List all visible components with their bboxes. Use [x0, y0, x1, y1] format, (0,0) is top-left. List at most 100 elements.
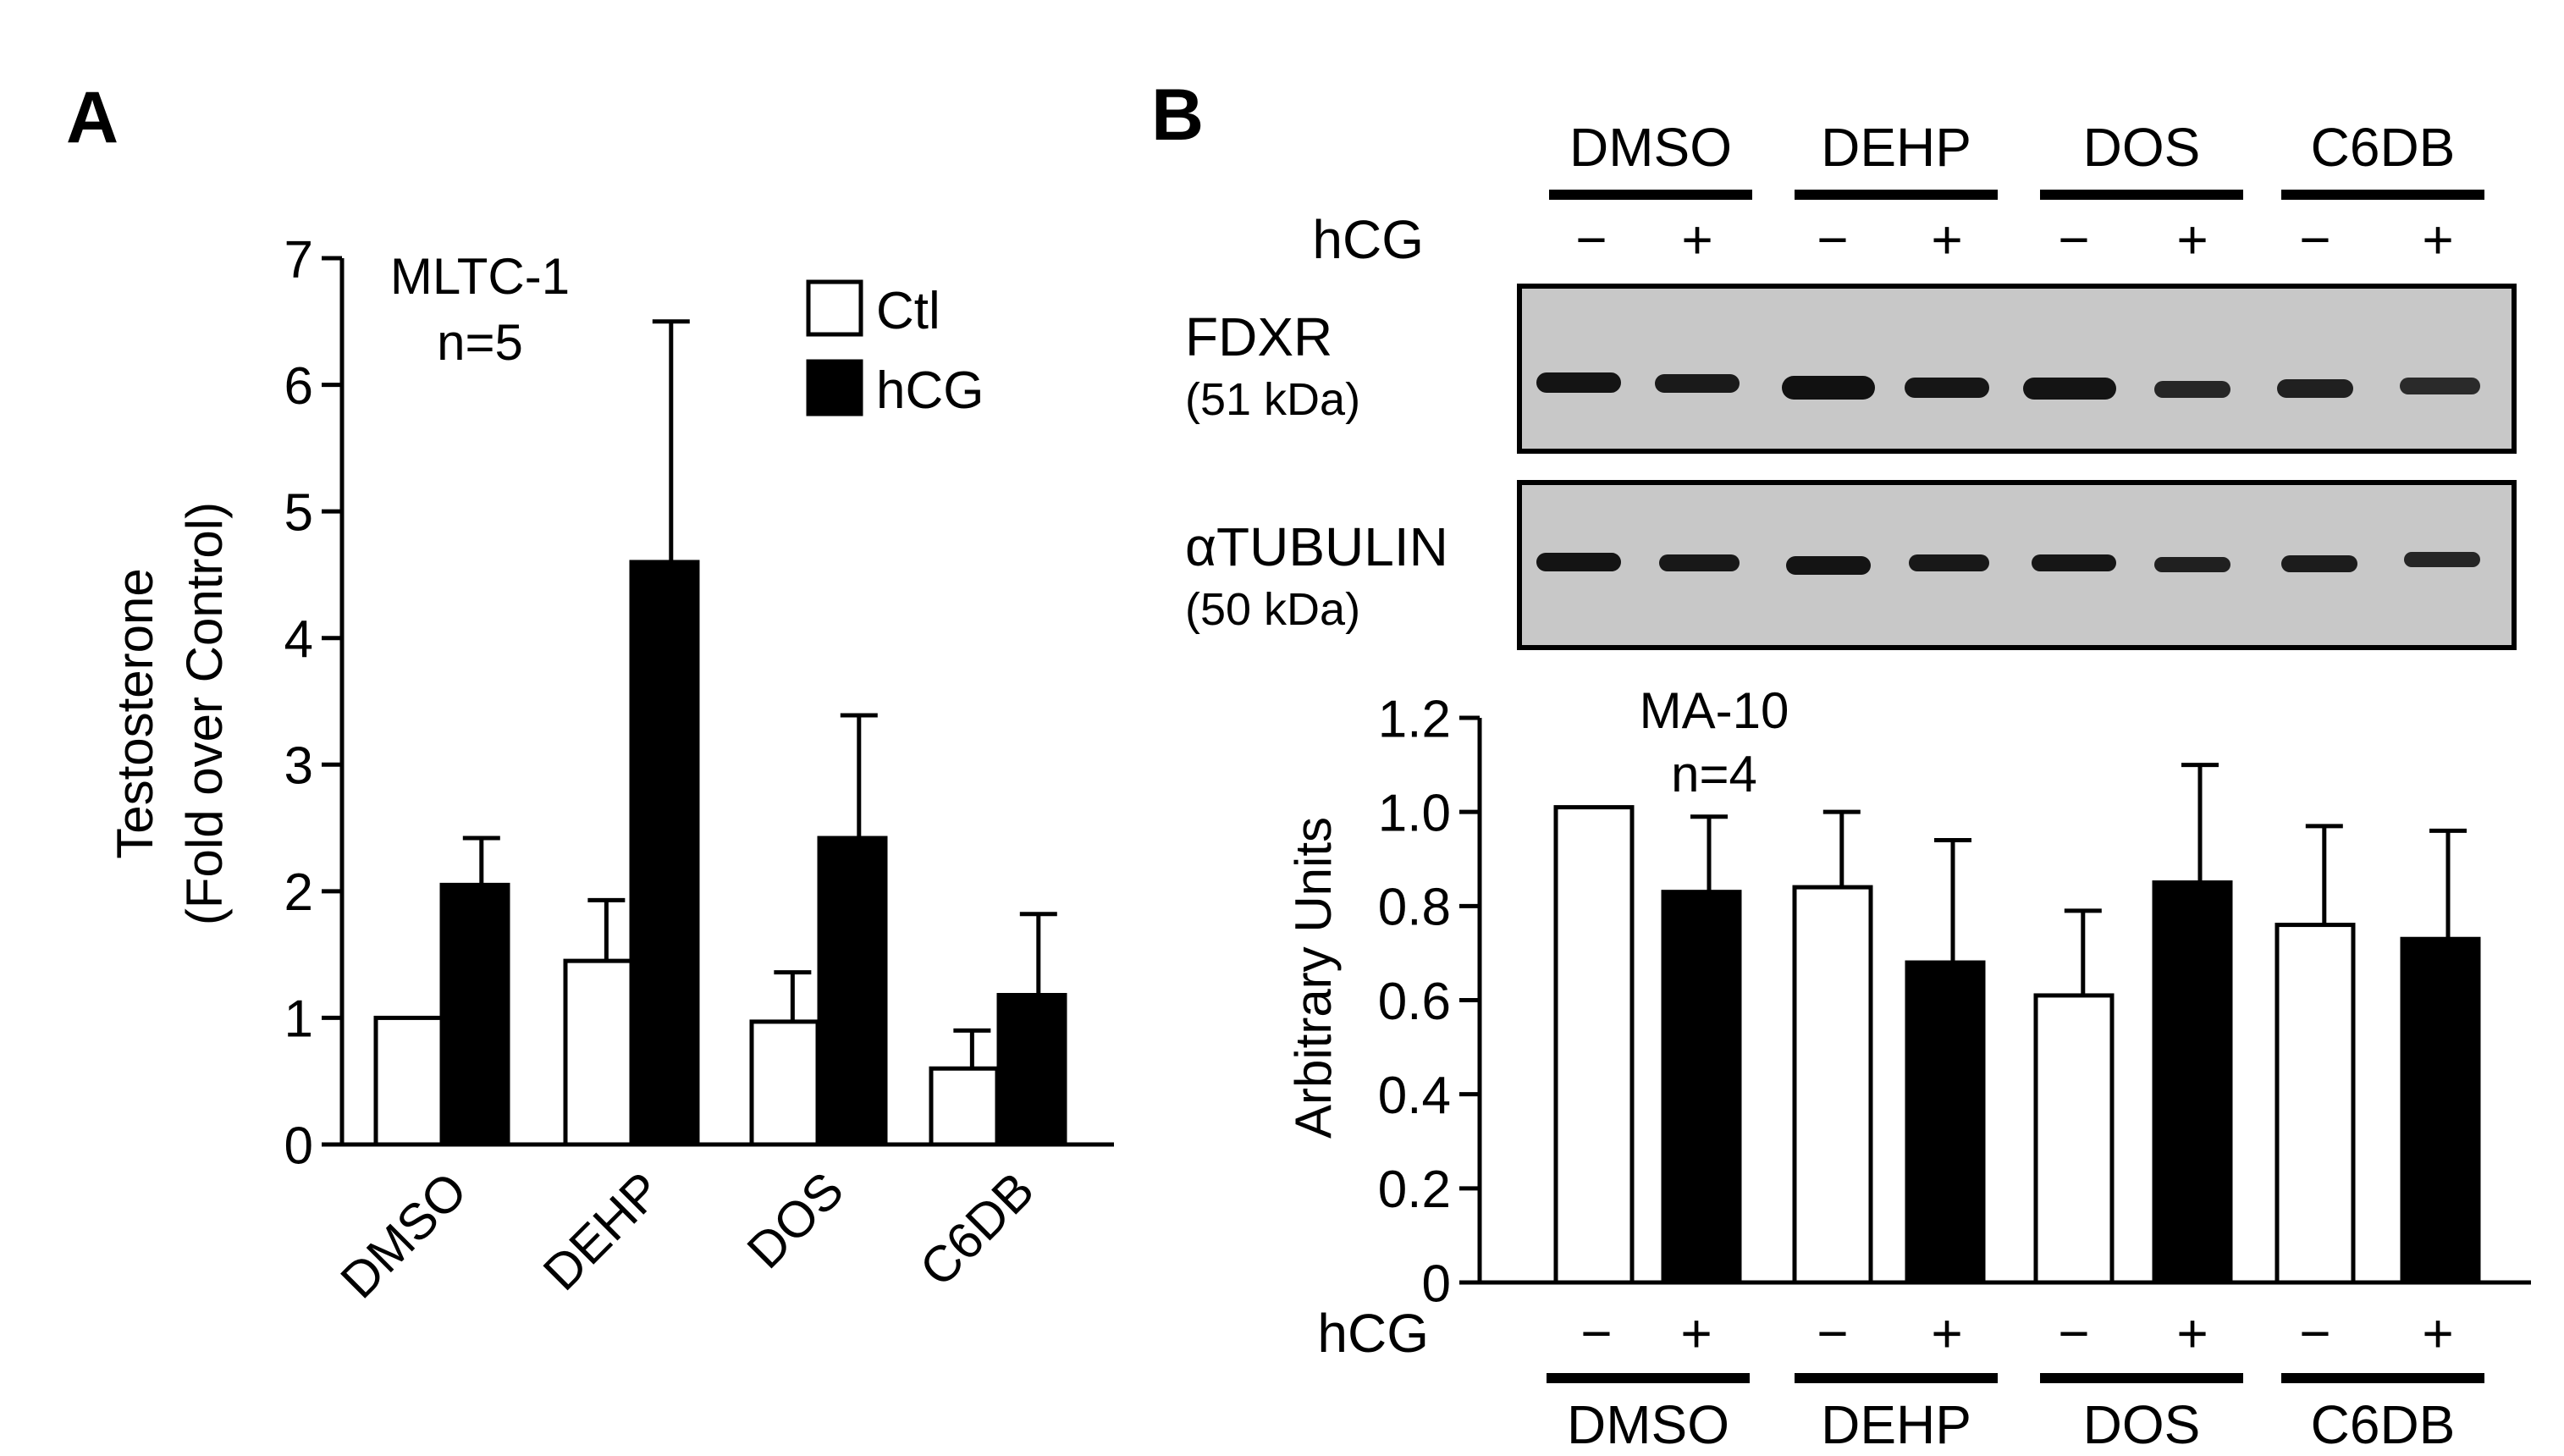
- y-tick-label: 0: [284, 1117, 313, 1175]
- blot-group-label: DEHP: [1821, 117, 1971, 178]
- bar-ctl: [2033, 993, 2115, 1285]
- bar-ctl: [929, 1066, 1000, 1147]
- y-tick-label: 3: [284, 737, 313, 796]
- blot-membrane-fdxr: [1517, 284, 2517, 454]
- bar-hcg: [2152, 880, 2233, 1285]
- chart-b: MA-10 n=4 Arbitrary Units hCG 0 0.2 0.4 0.6…: [1285, 682, 2531, 1455]
- chart-b-annotation: MA-10 n=4: [1640, 682, 1789, 802]
- blot-hcg-sign: +: [1931, 209, 1962, 270]
- y-tick-label: 0: [1422, 1255, 1451, 1313]
- cell-line-label: MA-10: [1640, 682, 1789, 739]
- legend-ctl-label: Ctl: [876, 282, 940, 340]
- tubulin-band: [2154, 557, 2230, 572]
- tubulin-band: [2404, 552, 2480, 567]
- x-category-label: DEHP: [1821, 1394, 1971, 1455]
- bar-hcg: [1661, 890, 1742, 1285]
- fdxr-band: [1536, 372, 1621, 393]
- bar-ctl: [1553, 805, 1635, 1285]
- tubulin-band: [1659, 554, 1740, 571]
- bar-hcg: [996, 993, 1067, 1147]
- blot-group-label: DMSO: [1569, 117, 1732, 178]
- y-tick-label: 2: [284, 863, 313, 922]
- x-hcg-sign: −: [1580, 1303, 1612, 1364]
- sample-size-label: n=4: [1671, 746, 1757, 802]
- x-category-label: DEHP: [532, 1161, 672, 1301]
- y-tick-label: 0.8: [1378, 879, 1451, 937]
- y-tick-label: 5: [284, 483, 313, 542]
- tubulin-band: [1536, 553, 1621, 571]
- y-tick-label: 7: [284, 230, 313, 289]
- fdxr-band: [2154, 381, 2230, 398]
- chart-a-legend: Ctl hCG: [806, 279, 984, 420]
- bar-ctl: [563, 958, 634, 1147]
- chart-a-annotation: MLTC-1 n=5: [390, 248, 570, 371]
- blot-hcg-sign: −: [2299, 209, 2330, 270]
- panel-a-label: A: [66, 77, 119, 158]
- blot-group-label: C6DB: [2311, 117, 2456, 178]
- fdxr-band: [2277, 379, 2353, 398]
- y-tick-label: 0.2: [1378, 1161, 1451, 1219]
- blot-row-size-fdxr: (51 kDa): [1185, 374, 1360, 425]
- x-category-label: C6DB: [909, 1161, 1045, 1298]
- y-tick-label: 1.0: [1378, 784, 1451, 842]
- blot-hcg-sign: +: [2176, 209, 2208, 270]
- y-tick-label: 1: [284, 990, 313, 1049]
- x-hcg-sign: −: [1817, 1303, 1848, 1364]
- tubulin-band: [1786, 556, 1871, 575]
- blot-bands-fdxr: [1536, 372, 2480, 400]
- bar-hcg: [629, 560, 700, 1147]
- x-category-label: DMSO: [330, 1161, 478, 1310]
- x-hcg-sign: −: [2058, 1303, 2089, 1364]
- bar-ctl: [1792, 885, 1873, 1285]
- panel-b-label: B: [1151, 74, 1204, 156]
- blot-hcg-sign: −: [1575, 209, 1607, 270]
- x-category-label: DMSO: [1567, 1394, 1729, 1455]
- blot-bands-tubulin: [1536, 552, 2480, 575]
- x-category-label: C6DB: [2311, 1394, 2456, 1455]
- y-tick-label: 6: [284, 357, 313, 416]
- y-tick-label: 0.6: [1378, 973, 1451, 1031]
- blot-hcg-signs: − + − + − + − +: [1575, 209, 2453, 270]
- x-category-label: DOS: [2083, 1394, 2201, 1455]
- x-sublabel-hcg: hCG: [1317, 1303, 1429, 1364]
- fdxr-band: [1655, 374, 1740, 393]
- legend-hcg-swatch: [806, 359, 863, 416]
- blot-hcg-sign: +: [1681, 209, 1712, 270]
- y-tick-label: 0.4: [1378, 1067, 1451, 1125]
- tubulin-band: [2281, 555, 2357, 572]
- bar-hcg: [817, 836, 888, 1147]
- fdxr-band: [2400, 378, 2480, 394]
- y-axis-title: Arbitrary Units: [1285, 817, 1342, 1139]
- legend-ctl-swatch: [806, 279, 863, 337]
- x-hcg-sign: +: [2422, 1303, 2453, 1364]
- bar-hcg: [439, 882, 510, 1147]
- bar-ctl: [2275, 923, 2356, 1285]
- legend-hcg-label: hCG: [876, 361, 984, 420]
- y-tick-label: 1.2: [1378, 690, 1451, 748]
- bar-ctl: [373, 1015, 444, 1147]
- blot-hcg-sign: −: [1817, 209, 1848, 270]
- fdxr-band: [1782, 376, 1875, 400]
- blot-group-label: DOS: [2083, 117, 2201, 178]
- x-category-label: DOS: [736, 1161, 854, 1279]
- tubulin-band: [1909, 554, 1989, 571]
- y-axis-title-line1: Testosterone: [107, 568, 163, 859]
- blot-row-name-fdxr: FDXR: [1185, 306, 1332, 367]
- blot-hcg-sign: −: [2058, 209, 2089, 270]
- bar-hcg: [2400, 936, 2481, 1285]
- tubulin-band: [2032, 554, 2116, 571]
- cell-line-label: MLTC-1: [390, 248, 570, 305]
- western-blot: DMSO DEHP DOS C6DB hCG − + − + − + − + F…: [1185, 117, 2517, 650]
- blot-top-group-labels: DMSO DEHP DOS C6DB: [1569, 117, 2455, 178]
- blot-row-size-tubulin: (50 kDa): [1185, 584, 1360, 635]
- bar-ctl: [749, 1019, 820, 1147]
- blot-row-name-tubulin: αTUBULIN: [1185, 516, 1448, 577]
- fdxr-band: [1905, 378, 1989, 398]
- chart-b-y-axis-title: Arbitrary Units: [1285, 817, 1342, 1139]
- x-hcg-sign: +: [2176, 1303, 2208, 1364]
- chart-a-y-axis-title: Testosterone (Fold over Control): [107, 502, 233, 925]
- sample-size-label: n=5: [437, 314, 523, 371]
- y-axis-title-line2: (Fold over Control): [176, 502, 233, 925]
- fdxr-band: [2023, 378, 2116, 400]
